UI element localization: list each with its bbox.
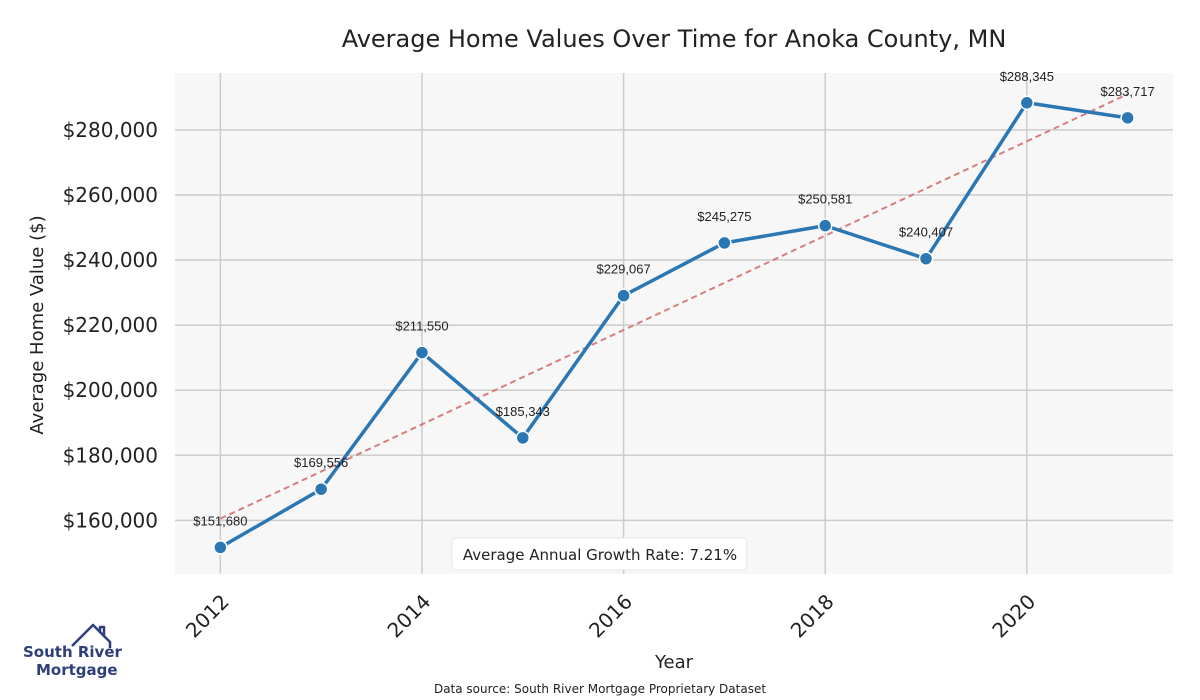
data-point xyxy=(414,345,430,360)
x-tick-label: 2012 xyxy=(181,589,234,642)
company-logo: South River Mortgage xyxy=(23,623,123,679)
data-point xyxy=(817,218,833,233)
data-label: $283,717 xyxy=(1101,84,1155,99)
grid-lines xyxy=(175,73,1173,574)
data-point xyxy=(1120,110,1135,126)
data-label: $240,407 xyxy=(899,225,953,240)
data-label: $151,680 xyxy=(193,513,247,528)
data-point xyxy=(313,481,329,497)
data-label: $250,581 xyxy=(798,192,852,207)
y-tick-label: $160,000 xyxy=(63,508,158,532)
series-layer: $151,680 $169,556 $211,550 $185,343 $229,067… xyxy=(193,69,1155,555)
data-source-note: Data source: South River Mortgage Propri… xyxy=(434,682,766,696)
annotation-text: Average Annual Growth Rate: 7.21% xyxy=(463,546,737,564)
data-point xyxy=(918,251,934,266)
chart-title: Average Home Values Over Time for Anoka … xyxy=(342,25,1007,53)
x-axis-ticks: 2012 2014 2016 2018 2020 xyxy=(181,589,1040,642)
data-label: $211,550 xyxy=(395,319,448,334)
y-tick-label: $280,000 xyxy=(63,118,158,142)
y-tick-label: $240,000 xyxy=(63,248,158,272)
trendline-layer xyxy=(219,93,1129,520)
x-tick-label: 2014 xyxy=(382,589,435,642)
y-tick-label: $180,000 xyxy=(63,443,158,467)
data-point xyxy=(213,540,228,555)
y-tick-label: $220,000 xyxy=(63,313,158,337)
y-axis-label: Average Home Value ($) xyxy=(27,215,48,434)
y-tick-label: $260,000 xyxy=(63,183,158,207)
x-tick-label: 2020 xyxy=(987,589,1040,642)
house-roof-icon xyxy=(71,623,112,648)
data-point xyxy=(515,430,531,446)
y-tick-label: $200,000 xyxy=(63,378,158,402)
data-label: $229,067 xyxy=(596,262,650,277)
growth-annotation: Average Annual Growth Rate: 7.21% xyxy=(451,537,748,571)
y-axis-ticks: $160,000 $180,000 $200,000 $220,000 $240,000… xyxy=(63,118,158,532)
data-point xyxy=(1019,95,1035,111)
data-label: $169,556 xyxy=(294,455,348,470)
series-line xyxy=(219,101,1128,549)
x-tick-label: 2016 xyxy=(584,589,637,642)
x-tick-label: 2018 xyxy=(786,589,839,642)
data-point xyxy=(616,288,631,303)
x-axis-label: Year xyxy=(654,652,694,673)
data-label: $185,343 xyxy=(496,404,550,419)
data-label: $245,275 xyxy=(697,209,751,224)
data-point xyxy=(717,235,732,251)
plot-area xyxy=(175,73,1173,574)
logo-line-1: South River xyxy=(23,643,123,661)
data-label: $288,345 xyxy=(1000,69,1054,84)
logo-line-2: Mortgage xyxy=(36,661,118,679)
annotation-box xyxy=(451,537,748,571)
trendline xyxy=(219,93,1129,520)
